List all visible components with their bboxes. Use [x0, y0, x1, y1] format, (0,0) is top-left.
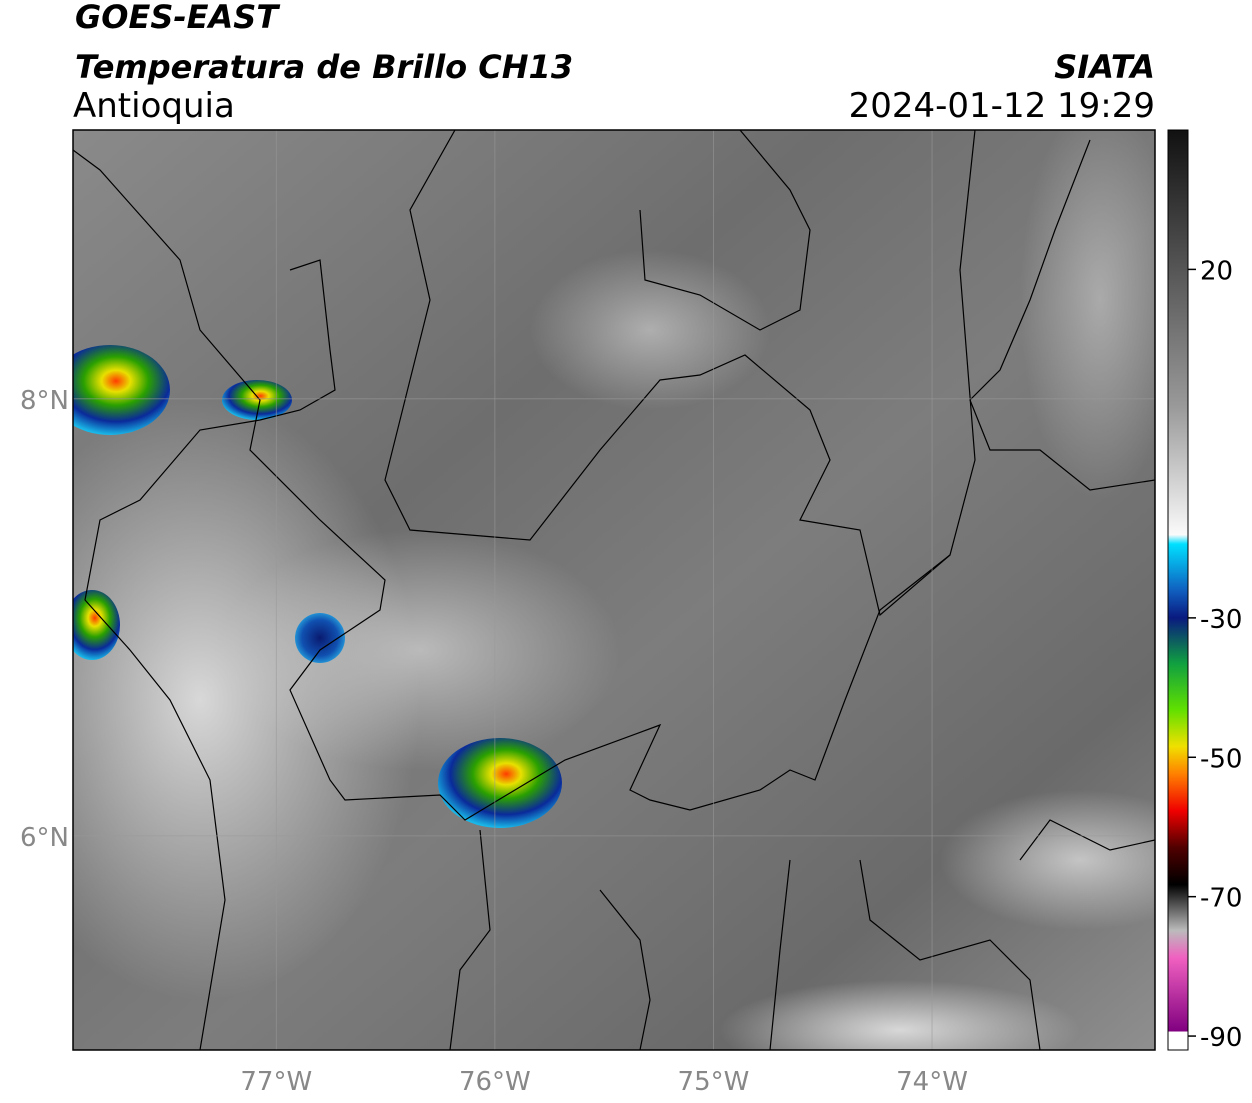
datetime: 2024-01-12 19:29 [849, 86, 1155, 126]
boundaries [73, 130, 1155, 1050]
lat-label: 6°N [20, 823, 69, 853]
colorbar-tick-label: -50 [1200, 744, 1242, 774]
colorbar [1167, 129, 1189, 1051]
subtitle: Temperatura de Brillo CH13 [75, 48, 573, 86]
colorbar-tick-label: -90 [1200, 1023, 1242, 1053]
graticule [73, 130, 1155, 1050]
region: Antioquia [73, 86, 235, 126]
colorbar-tick-label: -70 [1200, 884, 1242, 914]
lat-label: 8°N [20, 386, 69, 416]
lon-label: 77°W [240, 1067, 312, 1097]
lon-label: 76°W [459, 1067, 531, 1097]
source: SIATA [1054, 48, 1155, 86]
satellite-image [73, 130, 1155, 1050]
colorbar-tick-label: 20 [1200, 256, 1233, 286]
colorbar-tick-label: -30 [1200, 605, 1242, 635]
lon-label: 74°W [896, 1067, 968, 1097]
title: GOES-EAST [75, 0, 280, 36]
map-frame [72, 129, 1156, 1051]
lon-label: 75°W [678, 1067, 750, 1097]
